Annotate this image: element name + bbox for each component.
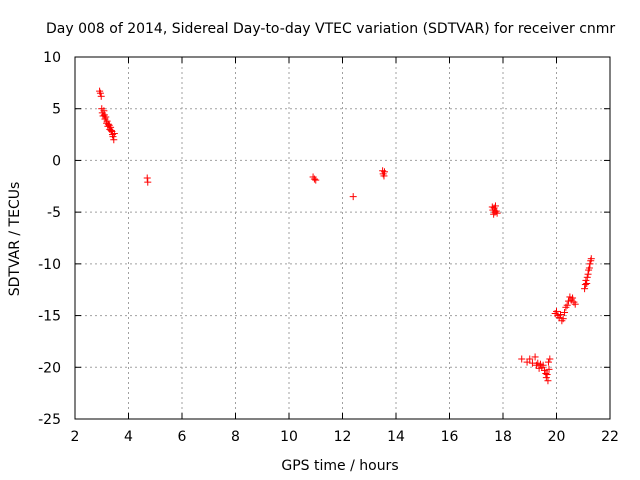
data-point xyxy=(563,301,571,309)
data-point xyxy=(584,270,592,278)
data-point xyxy=(540,366,548,374)
data-point xyxy=(97,92,105,100)
data-point xyxy=(542,374,550,382)
data-point xyxy=(544,377,552,385)
y-tick-label: 5 xyxy=(52,102,61,118)
x-tick-label: 20 xyxy=(548,429,566,445)
y-tick-label: 10 xyxy=(43,50,61,66)
data-point xyxy=(107,123,115,131)
data-point xyxy=(312,176,320,184)
data-point xyxy=(110,136,118,144)
data-point xyxy=(542,369,550,377)
data-point xyxy=(585,264,593,272)
data-point xyxy=(561,308,569,316)
y-tick-labels: 10 5 0 -5 -10 -15 -20 -25 xyxy=(38,50,61,428)
data-point xyxy=(581,281,589,289)
data-point xyxy=(546,355,554,363)
y-tick-label: 0 xyxy=(52,153,61,169)
y-axis-label: SDTVAR / TECUs xyxy=(7,182,23,297)
data-point xyxy=(553,307,560,315)
data-point xyxy=(518,355,526,363)
data-point xyxy=(531,353,539,361)
data-point xyxy=(545,365,553,373)
data-point xyxy=(571,300,579,308)
y-tick-label: -15 xyxy=(38,309,61,325)
data-point xyxy=(586,260,594,268)
x-tick-label: 22 xyxy=(601,429,619,445)
data-point xyxy=(109,133,117,141)
data-point xyxy=(569,294,577,302)
y-tick-label: -10 xyxy=(38,257,61,273)
data-point xyxy=(103,117,111,125)
y-tick-label: -5 xyxy=(47,205,61,221)
data-points xyxy=(96,87,595,385)
ticks xyxy=(74,56,611,420)
data-point xyxy=(379,167,387,175)
y-tick-label: -20 xyxy=(38,360,61,376)
data-point xyxy=(380,168,388,176)
grid xyxy=(75,57,610,419)
data-point xyxy=(380,172,388,180)
data-point xyxy=(492,202,500,210)
data-point xyxy=(96,89,104,97)
data-point xyxy=(583,280,591,288)
data-point xyxy=(102,113,110,121)
x-tick-label: 12 xyxy=(334,429,352,445)
data-point xyxy=(543,371,551,379)
x-tick-labels: 2 4 6 8 10 12 14 16 18 20 22 xyxy=(71,429,619,445)
x-tick-label: 16 xyxy=(441,429,459,445)
data-point xyxy=(583,273,591,281)
x-tick-label: 8 xyxy=(231,429,240,445)
x-tick-label: 18 xyxy=(494,429,512,445)
x-tick-label: 4 xyxy=(124,429,133,445)
data-point xyxy=(557,311,565,319)
data-point xyxy=(544,358,552,366)
x-tick-label: 6 xyxy=(178,429,187,445)
data-point xyxy=(144,178,152,186)
x-tick-label: 10 xyxy=(280,429,298,445)
data-point xyxy=(587,255,595,263)
data-point xyxy=(143,174,151,182)
data-point xyxy=(107,126,115,134)
data-point xyxy=(310,175,318,183)
data-point xyxy=(581,285,589,293)
data-point xyxy=(539,361,547,369)
x-tick-label: 14 xyxy=(387,429,405,445)
data-point xyxy=(559,315,567,323)
data-point xyxy=(349,193,357,201)
x-axis-label: GPS time / hours xyxy=(281,458,398,474)
y-tick-label: -25 xyxy=(38,412,61,428)
data-point xyxy=(110,130,118,138)
data-point xyxy=(526,355,534,363)
x-tick-label: 2 xyxy=(71,429,80,445)
data-point xyxy=(493,209,501,217)
chart-title: Day 008 of 2014, Sidereal Day-to-day VTE… xyxy=(46,21,615,37)
data-point xyxy=(582,276,590,284)
data-point xyxy=(100,107,108,115)
